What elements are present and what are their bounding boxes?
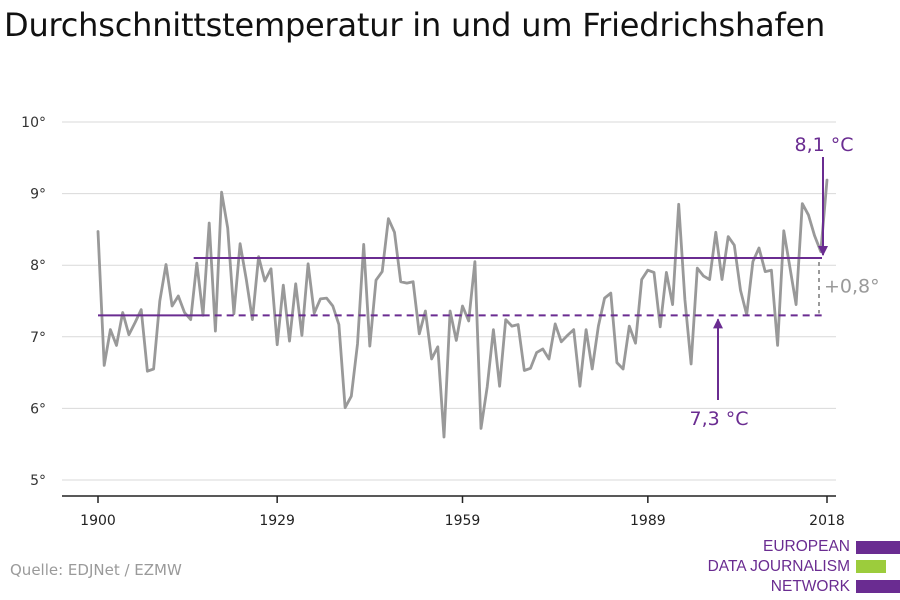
source-credit: Quelle: EDJNet / EZMW bbox=[10, 561, 182, 579]
x-tick-label: 1989 bbox=[630, 513, 666, 529]
x-tick-label: 1900 bbox=[80, 513, 116, 529]
logo-bar-purple-bottom bbox=[856, 580, 900, 593]
logo-line-european: EUROPEAN bbox=[763, 538, 850, 555]
edjnet-logo[interactable]: EUROPEAN DATA JOURNALISM NETWORK bbox=[700, 537, 900, 597]
y-tick-label: 8° bbox=[30, 258, 46, 274]
chart-title: Durchschnittstemperatur in und um Friedr… bbox=[4, 6, 826, 44]
x-tick-label: 1959 bbox=[445, 513, 481, 529]
x-tick-label: 2018 bbox=[809, 513, 845, 529]
logo-bar-green-middle bbox=[856, 560, 886, 573]
logo-bar-purple-top bbox=[856, 541, 900, 554]
logo-line-network: NETWORK bbox=[770, 578, 850, 595]
y-tick-label: 5° bbox=[30, 473, 46, 489]
temperature-series-line bbox=[96, 178, 829, 439]
delta-label: +0,8° bbox=[824, 276, 880, 298]
baseline-mean-label: 7,3 °C bbox=[689, 408, 748, 430]
x-tick-label: 1929 bbox=[259, 513, 295, 529]
recent-mean-label: 8,1 °C bbox=[794, 134, 853, 156]
y-tick-label: 7° bbox=[30, 330, 46, 346]
y-tick-label: 6° bbox=[30, 401, 46, 417]
y-tick-label: 9° bbox=[30, 187, 46, 203]
logo-line-data-journalism: DATA JOURNALISM bbox=[707, 558, 850, 575]
y-tick-label: 10° bbox=[21, 115, 46, 131]
